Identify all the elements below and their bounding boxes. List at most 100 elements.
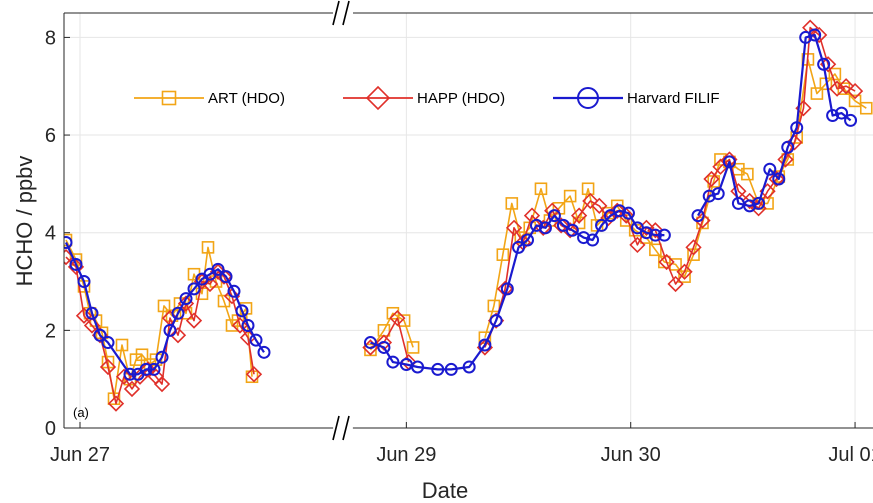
- data-point: [227, 284, 241, 298]
- x-axis-title: Date: [422, 478, 468, 503]
- data-point: [572, 216, 586, 230]
- data-point: [828, 67, 842, 81]
- axis-break-slash: [342, 415, 350, 441]
- data-point: [817, 57, 831, 71]
- data-point: [752, 196, 766, 210]
- data-point: [600, 209, 617, 227]
- data-point: [389, 310, 406, 327]
- data-point: [763, 162, 777, 176]
- series-line: [64, 242, 265, 376]
- data-point: [547, 209, 561, 223]
- data-point: [99, 358, 117, 376]
- data-point: [667, 275, 684, 293]
- data-point: [810, 87, 824, 100]
- data-point: [848, 94, 862, 108]
- data-point: [844, 113, 858, 127]
- data-point: [123, 380, 141, 398]
- data-point: [565, 223, 579, 237]
- series-line: [697, 33, 852, 217]
- data-point: [722, 155, 736, 169]
- data-point: [500, 282, 514, 296]
- data-point: [714, 153, 727, 166]
- data-point: [155, 350, 169, 364]
- data-point: [211, 262, 225, 276]
- legend: ART (HDO) HAPP (HDO) Harvard FILIF: [134, 85, 720, 111]
- data-point: [153, 375, 171, 393]
- data-point: [223, 288, 241, 305]
- data-point: [828, 80, 846, 97]
- data-point: [768, 170, 785, 188]
- x-tick-label: Jun 27: [50, 444, 110, 466]
- series-harvard-filif: [64, 28, 858, 381]
- data-point: [561, 222, 579, 239]
- data-point: [487, 299, 501, 313]
- data-point: [658, 253, 675, 271]
- data-series: [64, 19, 873, 412]
- data-point: [521, 233, 535, 247]
- data-point: [609, 202, 626, 219]
- data-point: [743, 199, 757, 213]
- data-point: [577, 231, 591, 245]
- data-point: [582, 192, 599, 210]
- data-point: [444, 362, 458, 376]
- data-point: [553, 217, 570, 234]
- data-point: [837, 78, 855, 95]
- legend-label: HAPP (HDO): [417, 90, 505, 107]
- grid-lines: [64, 13, 873, 429]
- y-tick-label: 2: [45, 320, 56, 342]
- data-point: [512, 240, 526, 254]
- data-point: [649, 243, 662, 257]
- data-point: [431, 362, 445, 376]
- data-point: [101, 336, 115, 350]
- axis-break-slash: [332, 0, 340, 26]
- legend-marker: [577, 87, 599, 109]
- data-point: [489, 314, 503, 328]
- data-point: [529, 218, 543, 232]
- y-tick-label: 6: [45, 125, 56, 147]
- data-point: [363, 336, 377, 350]
- data-point: [179, 292, 193, 306]
- data-point: [257, 345, 271, 359]
- series-line: [369, 312, 414, 351]
- data-point: [163, 323, 177, 337]
- x-tick-label: Jul 01: [828, 444, 873, 466]
- data-point: [808, 28, 822, 42]
- data-point: [411, 360, 425, 374]
- panel-label: (a): [73, 405, 89, 420]
- data-point: [786, 134, 803, 151]
- data-point: [612, 204, 626, 218]
- data-point: [115, 338, 129, 352]
- data-point: [702, 189, 716, 203]
- data-point: [685, 239, 702, 256]
- data-point: [711, 187, 725, 201]
- data-point: [139, 362, 153, 376]
- data-point: [859, 101, 873, 115]
- data-point: [811, 26, 828, 44]
- legend-label: ART (HDO): [208, 90, 285, 107]
- data-point: [694, 212, 711, 229]
- data-point: [563, 189, 577, 203]
- axis-break-slash: [342, 0, 350, 26]
- legend-marker: [161, 90, 177, 106]
- data-point: [618, 207, 635, 224]
- data-point: [629, 236, 646, 254]
- data-point: [179, 306, 193, 320]
- series-line: [484, 26, 856, 348]
- data-point: [185, 312, 203, 329]
- data-point: [505, 197, 519, 210]
- axis-break-bottom: [332, 414, 352, 442]
- data-point: [538, 221, 552, 235]
- axes: 0 2 4 6 8 Jun 27 Jun 29 Jun 30 Jul 01: [45, 0, 873, 466]
- data-point: [245, 366, 263, 383]
- data-point: [75, 307, 93, 324]
- axis-break-top: [332, 0, 352, 27]
- series-happ-hdo: [64, 19, 864, 412]
- y-tick-label: 4: [45, 223, 56, 245]
- legend-item: Harvard FILIF: [553, 87, 720, 109]
- data-point: [581, 182, 595, 196]
- data-point: [241, 318, 255, 332]
- data-point: [85, 306, 99, 320]
- data-point: [375, 334, 393, 351]
- data-point: [157, 299, 171, 313]
